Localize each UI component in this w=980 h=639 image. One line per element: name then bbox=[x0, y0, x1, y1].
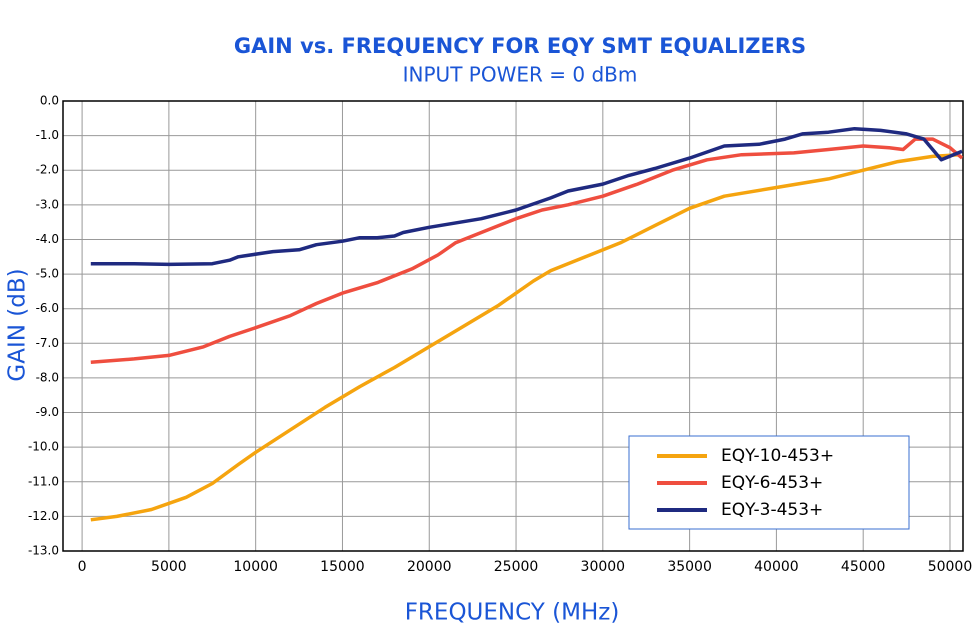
chart-title: GAIN vs. FREQUENCY FOR EQY SMT EQUALIZER… bbox=[234, 34, 806, 58]
y-tick-label: -3.0 bbox=[36, 197, 59, 211]
x-tick-label: 35000 bbox=[667, 559, 712, 575]
x-tick-label: 0 bbox=[78, 559, 87, 575]
x-tick-label: 10000 bbox=[233, 559, 278, 575]
y-tick-label: -5.0 bbox=[36, 267, 59, 281]
x-tick-label: 20000 bbox=[407, 559, 452, 575]
y-tick-label: -10.0 bbox=[28, 440, 59, 454]
series-line bbox=[90, 126, 963, 267]
series-line bbox=[90, 152, 959, 522]
y-tick-label: -6.0 bbox=[36, 301, 59, 315]
x-tick-label: 50000 bbox=[928, 559, 973, 575]
y-axis-label: GAIN (dB) bbox=[5, 268, 31, 381]
x-tick-label: 45000 bbox=[841, 559, 886, 575]
y-tick-label: -2.0 bbox=[36, 163, 59, 177]
y-tick-label: -8.0 bbox=[36, 370, 59, 384]
y-tick-label: -1.0 bbox=[36, 128, 59, 142]
x-tick-label: 30000 bbox=[581, 559, 626, 575]
y-tick-label: -9.0 bbox=[36, 405, 59, 419]
x-tick-label: 15000 bbox=[320, 559, 365, 575]
plot-border bbox=[62, 100, 964, 552]
legend-label: EQY-10-453+ bbox=[721, 446, 834, 466]
chart-subtitle: INPUT POWER = 0 dBm bbox=[403, 63, 638, 87]
legend-label: EQY-3-453+ bbox=[721, 500, 823, 520]
x-axis-label: FREQUENCY (MHz) bbox=[405, 600, 620, 626]
series-line bbox=[90, 137, 964, 365]
y-tick-label: -7.0 bbox=[36, 336, 59, 350]
y-tick-label: -12.0 bbox=[28, 509, 59, 523]
y-tick-label: -11.0 bbox=[28, 474, 59, 488]
y-tick-label: 0.0 bbox=[40, 94, 59, 108]
y-tick-label: -4.0 bbox=[36, 232, 59, 246]
legend-label: EQY-6-453+ bbox=[721, 473, 823, 493]
x-tick-label: 25000 bbox=[494, 559, 539, 575]
x-tick-label: 5000 bbox=[151, 559, 187, 575]
x-tick-label: 40000 bbox=[754, 559, 799, 575]
y-tick-label: -13.0 bbox=[28, 544, 59, 558]
